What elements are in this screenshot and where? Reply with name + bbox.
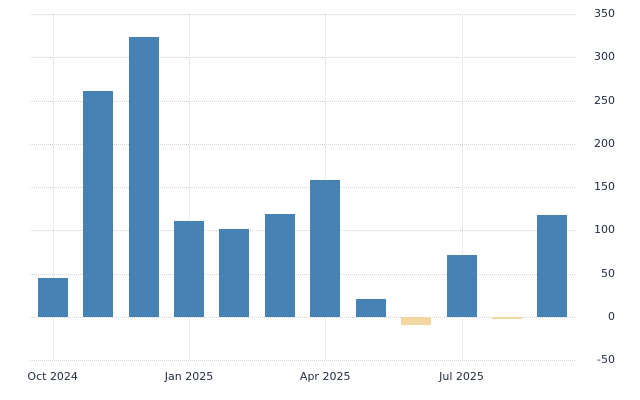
bar-mar-2025 [264, 213, 295, 317]
bar-aug-2025 [491, 316, 522, 320]
y-tick-label: 200 [594, 136, 615, 150]
bar-feb-2025 [219, 228, 250, 317]
bar-oct-2024 [37, 277, 68, 317]
x-tick-label: Apr 2025 [299, 370, 351, 383]
bar-dec-2024 [128, 36, 159, 317]
gridline-vertical [52, 14, 54, 360]
bar-sep-2025 [537, 214, 568, 317]
x-tick-label: Oct 2024 [27, 370, 78, 383]
gridline-vertical [189, 14, 190, 360]
gridline-horizontal [30, 230, 575, 232]
gridline-horizontal [30, 100, 575, 102]
y-tick-label: 300 [594, 50, 615, 64]
gridline-horizontal [30, 57, 575, 59]
bar-jan-2025 [174, 220, 204, 317]
gridline-horizontal [30, 360, 575, 361]
bar-jun-2025 [401, 316, 431, 325]
y-tick-label: -50 [597, 353, 615, 366]
gridline-horizontal [30, 14, 575, 15]
gridline-vertical [461, 14, 463, 360]
y-tick-label: 50 [601, 266, 615, 280]
bar-nov-2024 [83, 91, 114, 317]
bar-apr-2025 [310, 180, 341, 317]
y-tick-label: 350 [594, 7, 615, 20]
bar-jul-2025 [446, 254, 477, 317]
bar-may-2025 [355, 299, 386, 317]
y-tick-label: 150 [594, 180, 615, 193]
gridline-horizontal [30, 143, 575, 145]
x-tick-label: Jul 2025 [439, 370, 484, 383]
gridline-horizontal [30, 316, 575, 318]
y-tick-label: 0 [608, 309, 615, 323]
y-tick-label: 100 [594, 223, 615, 237]
gridline-horizontal [30, 273, 575, 275]
x-tick-label: Jan 2025 [164, 370, 214, 383]
y-tick-label: 250 [594, 93, 615, 107]
gridline-horizontal [30, 187, 575, 188]
